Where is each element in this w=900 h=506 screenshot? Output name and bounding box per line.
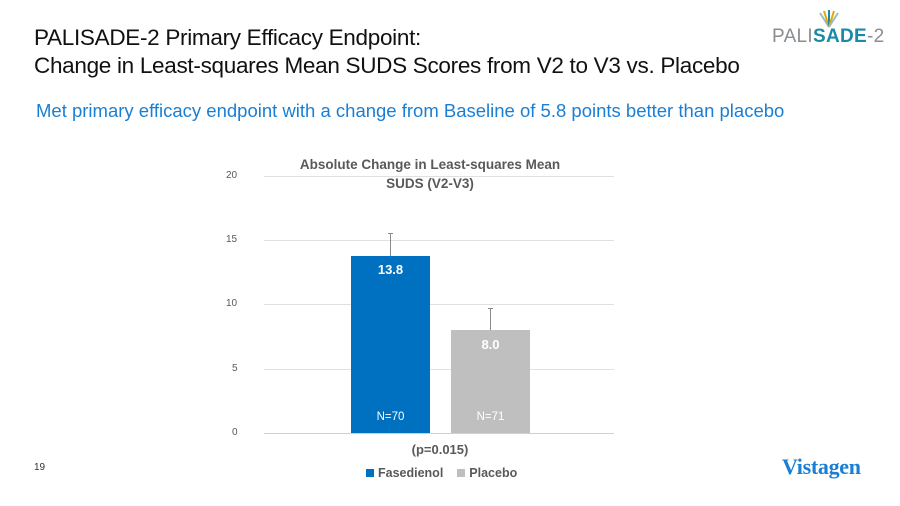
error-bar-placebo bbox=[490, 308, 491, 330]
legend-swatch-icon bbox=[366, 469, 374, 477]
bar-value-label: 13.8 bbox=[377, 262, 404, 277]
p-value-label: (p=0.015) bbox=[411, 442, 469, 457]
error-cap-placebo bbox=[488, 308, 493, 309]
legend-item-placebo: Placebo bbox=[457, 466, 517, 480]
ytick-10: 10 bbox=[226, 298, 238, 309]
vistagen-logo: Vistagen bbox=[782, 454, 861, 479]
gridline-10 bbox=[264, 304, 614, 305]
legend-swatch-icon bbox=[457, 469, 466, 477]
slide-title-line1: PALISADE-2 Primary Efficacy Endpoint: bbox=[34, 25, 421, 50]
chart-legend: Fasedienol Placebo bbox=[366, 466, 517, 480]
chart-title: Absolute Change in Least-squares Mean SU… bbox=[299, 157, 561, 191]
bar-placebo: 8.0 N=71 bbox=[451, 330, 530, 433]
gridline-15 bbox=[264, 240, 614, 241]
gridline-20 bbox=[264, 176, 614, 177]
palisade-logo: PALISADE-2 bbox=[770, 10, 895, 50]
bar-fasedienol: 13.8 N=70 bbox=[351, 256, 430, 433]
slide-title: PALISADE-2 Primary Efficacy Endpoint: Ch… bbox=[34, 24, 740, 80]
page-number: 19 bbox=[34, 462, 46, 473]
key-message: Met primary efficacy endpoint with a cha… bbox=[36, 100, 785, 121]
error-cap-fasedienol bbox=[388, 233, 393, 234]
bar-value-label: 8.0 bbox=[481, 337, 500, 352]
gridline-5 bbox=[264, 369, 614, 370]
logo-text: PALISADE-2 bbox=[772, 26, 885, 47]
ytick-5: 5 bbox=[232, 363, 238, 374]
sunburst-icon bbox=[819, 10, 839, 28]
ytick-0: 0 bbox=[232, 427, 238, 438]
bar-n-label: N=70 bbox=[376, 411, 405, 423]
ytick-15: 15 bbox=[226, 234, 238, 245]
error-bar-fasedienol bbox=[390, 233, 391, 256]
legend-item-fasedienol: Fasedienol bbox=[366, 466, 443, 480]
slide-title-line2: Change in Least-squares Mean SUDS Scores… bbox=[34, 53, 740, 78]
bar-n-label: N=71 bbox=[476, 411, 505, 423]
x-axis-line bbox=[264, 433, 614, 434]
ytick-20: 20 bbox=[226, 170, 238, 181]
